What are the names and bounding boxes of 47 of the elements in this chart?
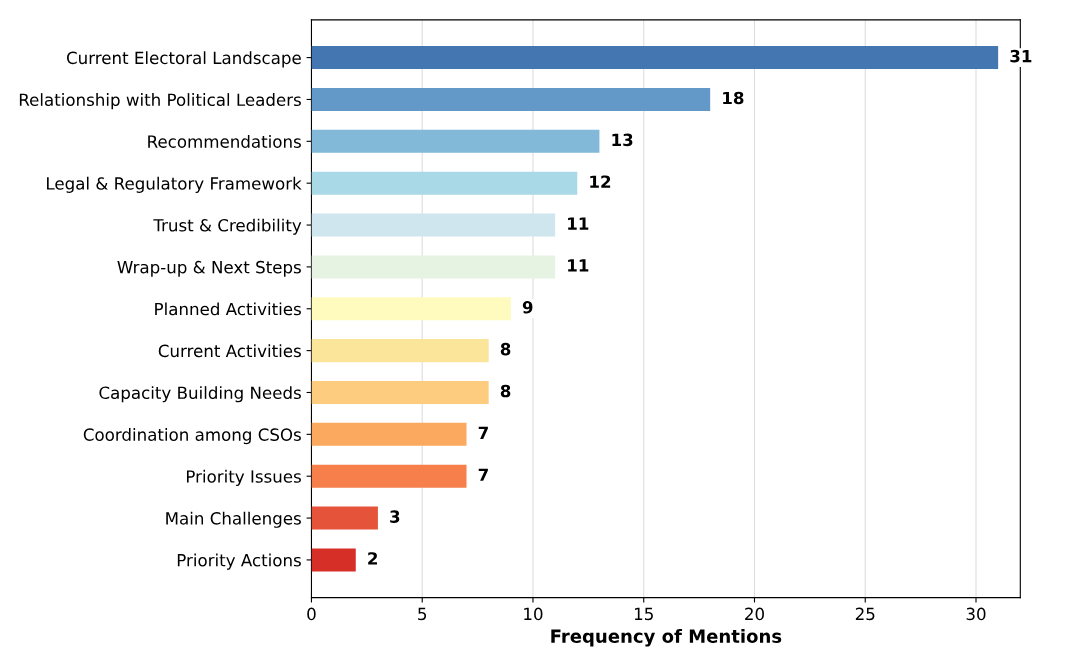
y-tick-label: Wrap-up & Next Steps: [117, 260, 301, 277]
data-label: 3: [390, 510, 400, 523]
data-label: 7: [478, 426, 488, 439]
bar: [311, 46, 999, 70]
y-tick-label: Current Activities: [158, 344, 301, 358]
data-label: 9: [522, 301, 533, 314]
y-tick-label: Relationship with Political Leaders: [19, 93, 301, 110]
y-tick-label: Priority Actions: [177, 553, 301, 570]
data-label: 13: [612, 133, 633, 147]
x-tick-label: 10: [524, 607, 543, 621]
x-tick-label: 30: [966, 607, 986, 621]
bar: [311, 255, 556, 279]
x-tick-label: 0: [307, 607, 316, 621]
bar: [311, 548, 356, 572]
y-tick-label: Current Electoral Landscape: [66, 51, 301, 68]
x-tick-label: 5: [418, 607, 427, 621]
data-label: 2: [368, 552, 378, 565]
x-tick-label: 25: [855, 607, 875, 621]
data-label: 11: [568, 259, 589, 272]
data-label: 11: [568, 217, 589, 230]
bar: [311, 339, 489, 363]
y-tick-label: Planned Activities: [155, 302, 301, 316]
data-label: 7: [478, 468, 488, 481]
x-axis-title: Frequency of Mentions: [551, 629, 782, 647]
x-tick-label: 15: [634, 607, 653, 621]
bar: [311, 506, 378, 530]
bar: [311, 171, 578, 195]
bar: [311, 87, 711, 111]
data-label: 8: [500, 384, 511, 398]
y-tick-label: Priority Issues: [186, 469, 301, 486]
data-label: 8: [500, 342, 511, 356]
bar: [311, 464, 467, 488]
data-label: 18: [723, 91, 744, 105]
bar: [311, 380, 489, 404]
y-tick-label: Coordination among CSOs: [83, 428, 301, 445]
bar: [311, 213, 556, 237]
y-tick-label: Legal & Regulatory Framework: [47, 176, 302, 193]
y-tick-label: Trust & Credibility: [153, 218, 302, 235]
data-label: 31: [1010, 49, 1032, 63]
bar: [311, 422, 467, 446]
bar: [311, 129, 600, 153]
x-tick-label: 20: [745, 607, 764, 621]
data-label: 12: [590, 175, 611, 188]
y-tick-label: Recommendations: [148, 134, 301, 148]
bar: [311, 297, 511, 321]
y-tick-label: Main Challenges: [166, 511, 301, 528]
y-tick-label: Capacity Building Needs: [99, 386, 301, 403]
